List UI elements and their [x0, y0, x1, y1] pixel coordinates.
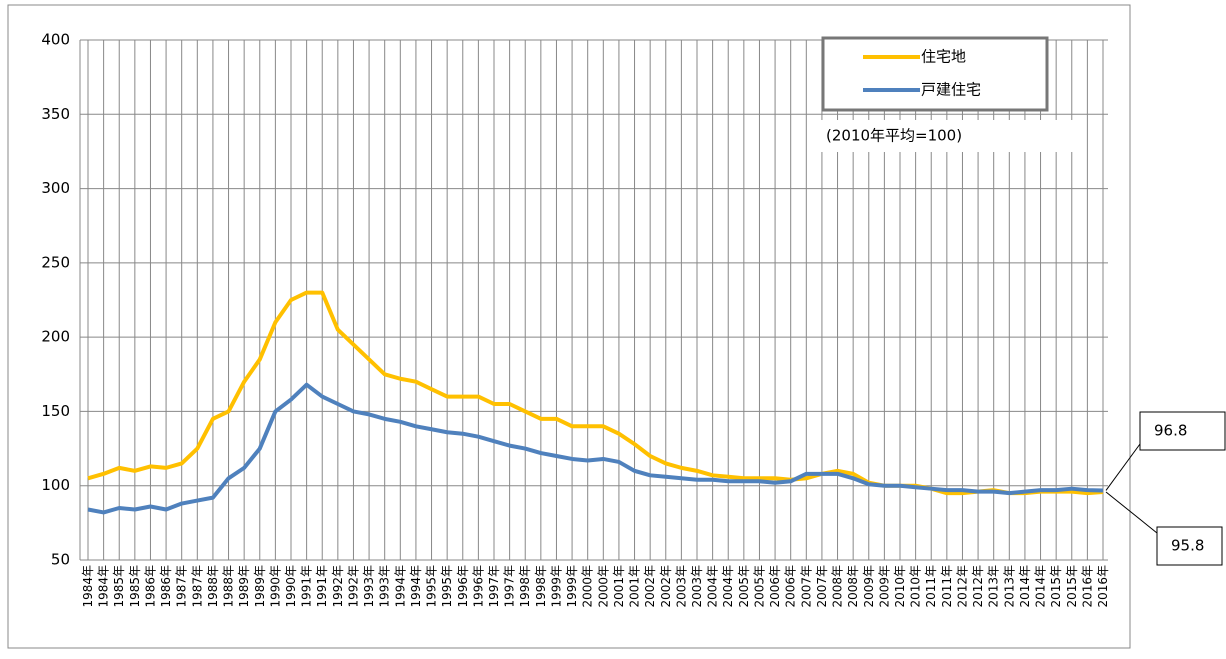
- x-tick-label: 1991年: [300, 565, 314, 608]
- y-tick-label: 300: [41, 179, 70, 197]
- x-tick-label: 2004年: [721, 565, 735, 608]
- x-tick-label: 1997年: [503, 565, 517, 608]
- x-tick-label: 2005年: [737, 565, 751, 608]
- x-tick-label: 2012年: [971, 565, 985, 608]
- x-tick-label: 2003年: [690, 565, 704, 608]
- callout-box: [1139, 411, 1226, 451]
- x-tick-label: 2007年: [799, 565, 813, 608]
- x-tick-label: 2013年: [987, 565, 1001, 608]
- callout-box: [1156, 526, 1223, 566]
- x-tick-label: 2011年: [924, 565, 938, 608]
- x-tick-label: 1989年: [253, 565, 267, 608]
- y-tick-label: 100: [41, 476, 70, 494]
- x-tick-label: 1987年: [190, 565, 204, 608]
- y-tick-label: 400: [41, 31, 70, 49]
- x-tick-label: 1993年: [362, 565, 376, 608]
- x-tick-label: 1994年: [393, 565, 407, 608]
- x-tick-label: 2006年: [768, 565, 782, 608]
- x-tick-label: 2016年: [1096, 565, 1110, 608]
- x-tick-label: 1984年: [97, 565, 111, 608]
- x-tick-label: 1986年: [159, 565, 173, 608]
- x-tick-label: 1986年: [143, 565, 157, 608]
- x-tick-label: 2001年: [628, 565, 642, 608]
- y-tick-label: 150: [41, 402, 70, 420]
- x-tick-label: 1984年: [81, 565, 95, 608]
- x-tick-label: 2002年: [659, 565, 673, 608]
- x-tick-label: 1987年: [175, 565, 189, 608]
- x-tick-label: 1996年: [471, 565, 485, 608]
- series-line: [87, 382, 1104, 515]
- x-tick-label: 2009年: [862, 565, 876, 608]
- x-tick-label: 1995年: [425, 565, 439, 608]
- x-tick-label: 1999年: [549, 565, 563, 608]
- legend-label: 住宅地: [921, 48, 966, 66]
- x-tick-label: 1985年: [112, 565, 126, 608]
- x-tick-label: 2016年: [1080, 565, 1094, 608]
- x-tick-label: 2013年: [1002, 565, 1016, 608]
- y-tick-label: 350: [41, 105, 70, 123]
- x-tick-label: 1990年: [284, 565, 298, 608]
- x-tick-label: 1992年: [331, 565, 345, 608]
- x-tick-label: 2000年: [596, 565, 610, 608]
- callout-pointer: [1105, 443, 1141, 491]
- x-tick-label: 1998年: [534, 565, 548, 608]
- x-tick-label: 1995年: [440, 565, 454, 608]
- x-tick-label: 2006年: [784, 565, 798, 608]
- x-tick-label: 1994年: [409, 565, 423, 608]
- x-tick-label: 2015年: [1065, 565, 1079, 608]
- y-tick-label: 250: [41, 253, 70, 271]
- x-tick-label: 1998年: [518, 565, 532, 608]
- callout-pointer: [1105, 491, 1158, 534]
- y-tick-label: 200: [41, 328, 70, 346]
- chart-frame: [7, 4, 1131, 649]
- x-tick-label: 2007年: [815, 565, 829, 608]
- x-tick-label: 1996年: [456, 565, 470, 608]
- x-tick-label: 2010年: [893, 565, 907, 608]
- x-tick-label: 1999年: [565, 565, 579, 608]
- x-tick-label: 2011年: [940, 565, 954, 608]
- y-tick-label: 50: [51, 551, 70, 569]
- note: (2010年平均=100): [826, 127, 962, 145]
- x-tick-label: 1993年: [378, 565, 392, 608]
- x-tick-label: 1988年: [222, 565, 236, 608]
- x-tick-label: 2000年: [581, 565, 595, 608]
- x-tick-label: 2008年: [846, 565, 860, 608]
- x-tick-label: 2009年: [877, 565, 891, 608]
- x-tick-label: 2004年: [706, 565, 720, 608]
- x-tick-label: 1990年: [268, 565, 282, 608]
- x-tick-label: 2005年: [752, 565, 766, 608]
- x-tick-label: 2003年: [674, 565, 688, 608]
- note-bg: [816, 120, 1086, 152]
- data-label: 95.8: [1171, 537, 1204, 555]
- x-tick-label: 1985年: [128, 565, 142, 608]
- x-tick-label: 2002年: [643, 565, 657, 608]
- data-label: 96.8: [1154, 422, 1187, 440]
- x-tick-label: 2015年: [1049, 565, 1063, 608]
- x-tick-label: 2014年: [1018, 565, 1032, 608]
- x-tick-label: 2001年: [612, 565, 626, 608]
- x-tick-label: 1991年: [315, 565, 329, 608]
- x-tick-label: 2010年: [909, 565, 923, 608]
- legend-box: [821, 36, 1049, 112]
- x-tick-label: 1992年: [346, 565, 360, 608]
- legend-label: 戸建住宅: [921, 81, 981, 99]
- x-tick-label: 1989年: [237, 565, 251, 608]
- x-tick-label: 1988年: [206, 565, 220, 608]
- x-tick-label: 1997年: [487, 565, 501, 608]
- x-tick-label: 2008年: [831, 565, 845, 608]
- x-tick-label: 2014年: [1034, 565, 1048, 608]
- x-tick-label: 2012年: [955, 565, 969, 608]
